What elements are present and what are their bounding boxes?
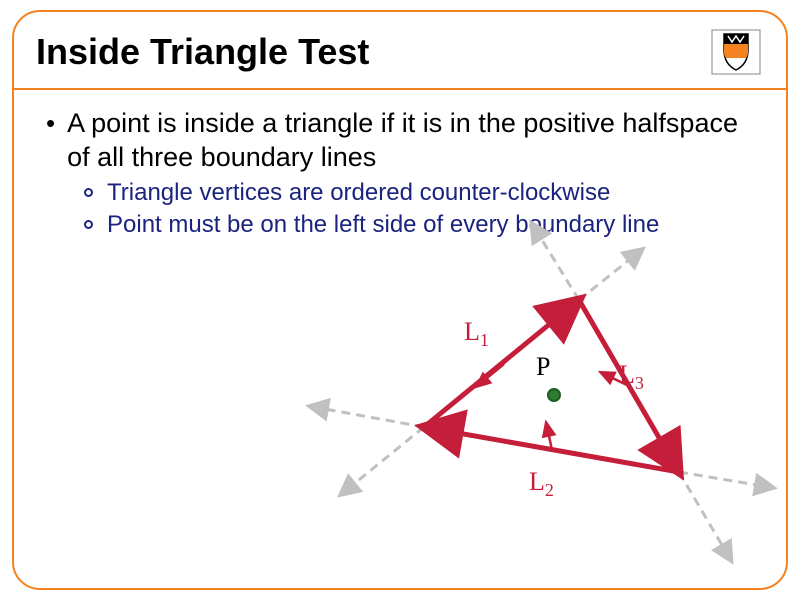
main-bullet: • A point is inside a triangle if it is … [46,106,764,174]
slide-title: Inside Triangle Test [36,31,369,73]
title-bar: Inside Triangle Test [14,12,786,90]
sub-bullet-marker [84,188,93,197]
test-point-p [548,389,560,401]
boundary-line-extensions [314,227,769,557]
sub-bullet-text: Point must be on the left side of every … [107,210,659,240]
point-label-p: P [536,352,550,382]
slide-body: • A point is inside a triangle if it is … [14,90,786,252]
edge-label-l2: L2 [529,467,554,501]
sub-bullet: Triangle vertices are ordered counter-cl… [84,178,764,208]
inward-normal-arrows [476,364,629,450]
edge-label-l1: L1 [464,317,489,351]
sub-bullet-text: Triangle vertices are ordered counter-cl… [107,178,610,208]
princeton-shield-logo [708,24,764,80]
slide-frame: Inside Triangle Test • A point is inside… [12,10,788,590]
sub-bullet-list: Triangle vertices are ordered counter-cl… [84,178,764,240]
sub-bullet: Point must be on the left side of every … [84,210,764,240]
main-bullet-text: A point is inside a triangle if it is in… [67,106,764,174]
sub-bullet-marker [84,220,93,229]
bullet-marker: • [46,106,55,140]
edge-label-l3: L3 [619,360,644,394]
